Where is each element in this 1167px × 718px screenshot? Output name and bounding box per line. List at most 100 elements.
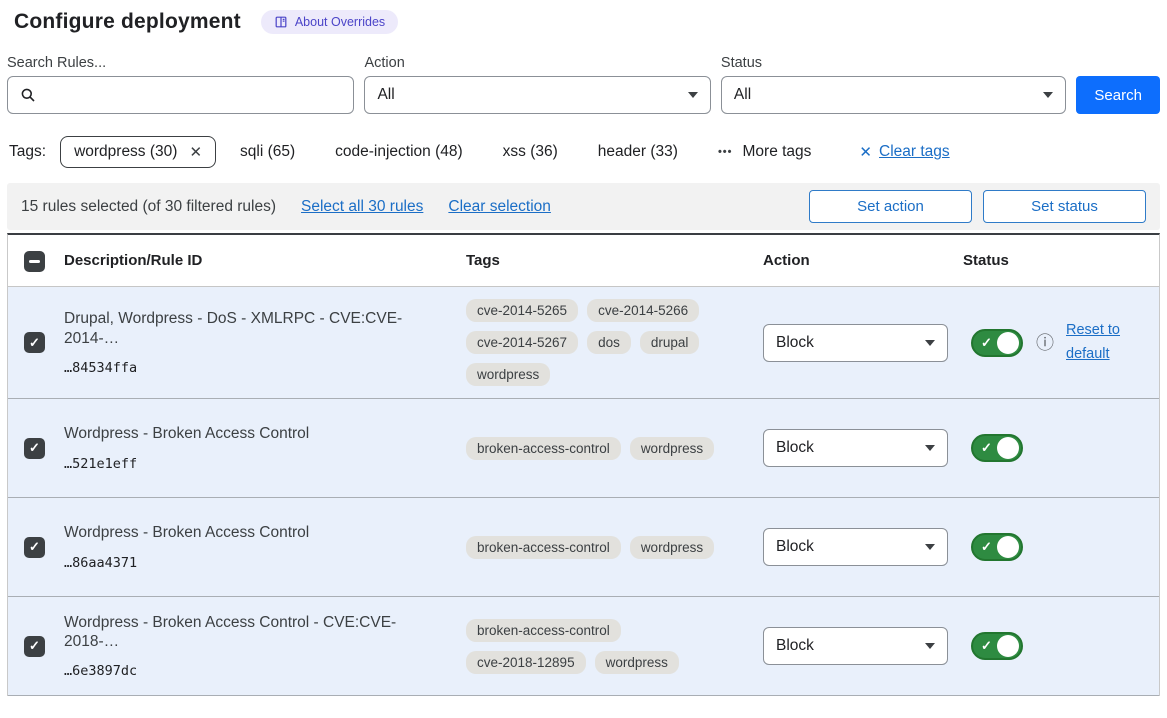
tag-chip: cve-2014-5265 [466,299,579,322]
status-filter-select[interactable]: All [720,76,1067,114]
search-input-wrapper[interactable] [7,76,355,114]
reset-link[interactable]: Reset to default [1066,321,1120,362]
row-rule-id: …84534ffa [64,359,138,376]
action-select-value: Block [776,538,814,555]
toggle-check-icon: ✓ [981,539,992,554]
check-icon: ✓ [29,440,40,455]
tag-chip: dos [587,331,631,354]
search-button[interactable]: Search [1076,76,1160,114]
toggle-check-icon: ✓ [981,638,992,653]
toggle-knob [997,536,1019,558]
action-select-value: Block [776,333,814,351]
row-description: Drupal, Wordpress - DoS - XMLRPC - CVE:C… [64,310,403,347]
chevron-down-icon [925,643,935,649]
row-status-extra: ⓘ Reset to default [1036,319,1130,367]
selected-tag-label: wordpress (30) [74,143,178,160]
table-row: ✓ Wordpress - Broken Access Control …521… [8,399,1159,498]
tag-option[interactable]: code-injection (48) [335,143,463,160]
row-checkbox[interactable]: ✓ [24,635,45,657]
row-checkbox[interactable]: ✓ [24,536,45,558]
row-checkbox[interactable]: ✓ [24,332,45,353]
tag-chip: wordpress [629,535,715,559]
row-rule-id: …521e1eff [64,455,138,472]
toggle-knob [997,437,1019,459]
action-filter-value: All [377,86,395,103]
tag-option[interactable]: header (33) [597,143,678,160]
status-filter-value: All [733,86,752,103]
action-select[interactable]: Block [763,627,948,665]
row-tags: broken-access-control wordpress [466,436,731,460]
toggle-check-icon: ✓ [981,334,992,350]
book-icon [275,16,287,28]
check-icon: ✓ [29,334,40,350]
tag-chip: wordpress [629,436,715,460]
rules-table: Description/Rule ID Tags Action Status ✓… [7,233,1160,696]
tag-chip: broken-access-control [466,436,621,460]
chevron-down-icon [1043,92,1054,98]
status-toggle[interactable]: ✓ [971,328,1023,357]
action-select[interactable]: Block [763,528,948,566]
tag-chip: broken-access-control [466,618,621,642]
column-header-tags: Tags [466,252,500,269]
row-rule-id: …6e3897dc [64,663,138,680]
close-icon: ✕ [859,144,872,161]
toggle-check-icon: ✓ [981,440,992,455]
chevron-down-icon [925,445,935,451]
status-filter-label: Status [720,55,763,71]
column-header-description: Description/Rule ID [64,252,203,269]
action-select-value: Block [776,637,814,654]
check-icon: ✓ [29,638,40,653]
about-overrides-badge[interactable]: About Overrides [260,10,399,34]
tag-option[interactable]: xss (36) [502,143,558,160]
table-body: ✓ Drupal, Wordpress - DoS - XMLRPC - CVE… [8,287,1159,696]
selection-summary: 15 rules selected (of 30 filtered rules) [21,197,277,215]
tag-chip: cve-2014-5266 [587,299,700,322]
more-tags-label: More tags [742,143,812,160]
chevron-down-icon [925,544,935,550]
table-row: ✓ Wordpress - Broken Access Control …86a… [8,498,1159,597]
select-all-link[interactable]: Select all 30 rules [301,197,424,215]
action-filter-select[interactable]: All [364,76,711,114]
action-select[interactable]: Block [763,429,948,467]
chevron-down-icon [925,339,935,346]
search-icon [21,88,35,102]
search-input[interactable] [45,86,342,104]
status-toggle[interactable]: ✓ [971,533,1023,561]
page-title: Configure deployment [14,10,241,33]
row-checkbox[interactable]: ✓ [24,437,45,459]
clear-selection-link[interactable]: Clear selection [448,197,551,215]
action-select-value: Block [776,439,814,456]
search-rules-label: Search Rules... [7,55,107,71]
ellipsis-icon: ••• [717,146,733,158]
check-icon: ✓ [29,539,40,554]
column-header-status: Status [963,252,1009,269]
selected-tag-chip[interactable]: wordpress (30) ✕ [60,136,217,168]
table-header: Description/Rule ID Tags Action Status [8,235,1159,287]
row-tags: cve-2014-5265 cve-2014-5266 cve-2014-5267 d… [466,299,731,386]
set-action-button[interactable]: Set action [809,190,972,223]
more-tags-button[interactable]: ••• More tags [718,143,811,161]
row-description: Wordpress - Broken Access Control [64,425,310,443]
column-header-action: Action [763,252,810,269]
tag-option[interactable]: sqli (65) [240,143,296,160]
row-tags: broken-access-control cve-2018-12895 wordp… [466,618,731,674]
select-all-checkbox[interactable] [24,250,45,272]
selection-bar: 15 rules selected (of 30 filtered rules)… [7,183,1160,230]
action-select[interactable]: Block [763,323,948,362]
tag-chip: cve-2014-5267 [466,331,579,354]
info-icon[interactable]: ⓘ [1036,332,1054,353]
row-rule-id: …86aa4371 [64,554,138,571]
clear-tags-button[interactable]: ✕ Clear tags [859,143,949,161]
status-toggle[interactable]: ✓ [971,434,1023,462]
tag-chip: drupal [639,331,700,354]
title-row: Configure deployment About Overrides [14,0,1160,34]
filters-bar: Search Rules... Action All Status All [7,55,1160,114]
chevron-down-icon [687,92,698,98]
about-overrides-label: About Overrides [294,15,386,29]
status-toggle[interactable]: ✓ [971,632,1023,660]
set-status-button[interactable]: Set status [983,190,1146,223]
clear-tags-label: Clear tags [879,143,950,160]
remove-tag-icon[interactable]: ✕ [189,144,203,161]
tag-chip: cve-2018-12895 [466,650,586,674]
tags-bar: Tags: wordpress (30) ✕ sqli (65) code-inj… [9,136,1160,168]
